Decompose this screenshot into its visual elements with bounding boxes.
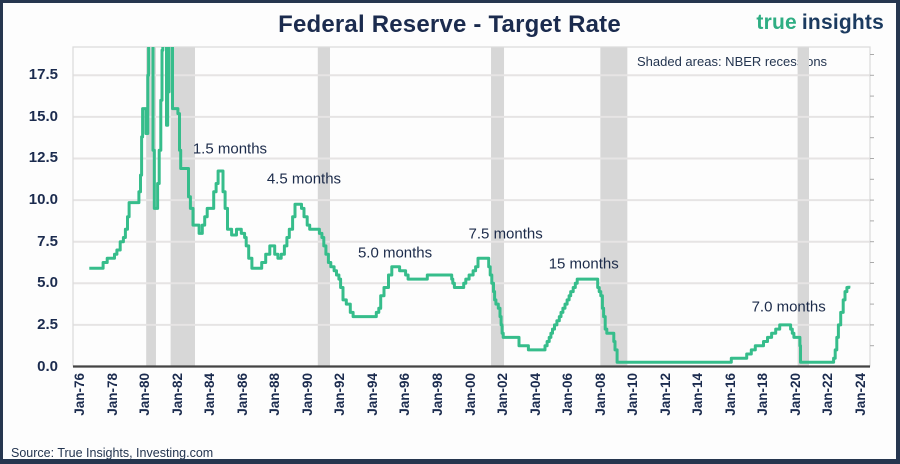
logo-word-true: true bbox=[756, 11, 797, 34]
annotation-label: 1.5 months bbox=[192, 140, 268, 158]
source-credit: Source: True Insights, Investing.com bbox=[11, 446, 214, 460]
x-tick-label: Jan-14 bbox=[690, 373, 706, 416]
y-tick-label: 0.0 bbox=[37, 357, 58, 375]
recession-band bbox=[146, 47, 156, 367]
x-tick-label: Jan-00 bbox=[462, 373, 478, 416]
x-tick-label: Jan-08 bbox=[592, 373, 608, 416]
x-tick-label: Jan-10 bbox=[625, 373, 641, 416]
page-title: Federal Reserve - Target Rate bbox=[278, 11, 621, 38]
annotation-label: 15 months bbox=[548, 255, 619, 273]
x-tick-label: Jan-90 bbox=[299, 373, 315, 416]
annotation-label: 5.0 months bbox=[357, 244, 433, 262]
annotation-label: 4.5 months bbox=[266, 170, 342, 188]
x-tick-label: Jan-12 bbox=[657, 373, 673, 416]
logo-word-insights: insights bbox=[801, 11, 884, 34]
x-tick-label: Jan-98 bbox=[429, 373, 445, 416]
target-rate-line bbox=[89, 47, 851, 364]
x-tick-label: Jan-80 bbox=[137, 373, 153, 416]
x-tick-label: Jan-82 bbox=[169, 373, 185, 416]
x-tick-label: Jan-18 bbox=[755, 373, 771, 416]
x-tick-label: Jan-94 bbox=[364, 373, 380, 416]
annotation-label: 7.0 months bbox=[751, 298, 826, 316]
x-tick-label: Jan-92 bbox=[332, 373, 348, 416]
x-tick-label: Jan-84 bbox=[202, 373, 218, 416]
true-insights-logo: true insights bbox=[756, 11, 884, 35]
recession-band bbox=[797, 47, 810, 367]
x-tick-label: Jan-02 bbox=[495, 373, 511, 416]
x-tick-label: Jan-76 bbox=[72, 373, 88, 416]
annotation-label: 7.5 months bbox=[468, 225, 543, 243]
x-tick-label: Jan-88 bbox=[267, 373, 283, 416]
x-tick-label: Jan-16 bbox=[722, 373, 738, 416]
x-tick-label: Jan-78 bbox=[104, 373, 120, 416]
x-tick-label: Jan-06 bbox=[560, 373, 576, 416]
recession-band bbox=[317, 47, 330, 367]
x-tick-label: Jan-20 bbox=[787, 373, 803, 416]
y-tick-label: 2.5 bbox=[37, 315, 58, 333]
chart-canvas bbox=[72, 46, 874, 368]
x-tick-label: Jan-04 bbox=[527, 373, 543, 416]
y-tick-label: 7.5 bbox=[37, 232, 58, 250]
y-tick-label: 17.5 bbox=[28, 66, 58, 84]
x-tick-label: Jan-96 bbox=[397, 373, 413, 416]
y-tick-label: 5.0 bbox=[37, 274, 58, 292]
x-tick-label: Jan-22 bbox=[820, 373, 836, 416]
recession-note: Shaded areas: NBER recessions bbox=[637, 54, 828, 69]
plot-frame bbox=[72, 46, 871, 367]
x-tick-label: Jan-24 bbox=[852, 373, 868, 416]
y-tick-label: 10.0 bbox=[28, 191, 58, 209]
y-tick-label: 15.0 bbox=[28, 107, 58, 125]
y-tick-label: 12.5 bbox=[28, 149, 58, 167]
x-tick-label: Jan-86 bbox=[234, 373, 250, 416]
